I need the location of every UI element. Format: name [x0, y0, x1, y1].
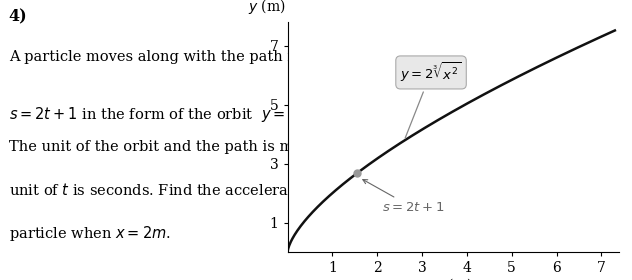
Text: A particle moves along with the path function: A particle moves along with the path fun…: [9, 50, 349, 64]
Text: unit of $t$ is seconds. Find the acceleration of the: unit of $t$ is seconds. Find the acceler…: [9, 182, 365, 198]
Text: particle when $x= 2m$.: particle when $x= 2m$.: [9, 224, 170, 243]
Text: $s = 2t +1$: $s = 2t +1$: [363, 179, 444, 214]
Text: $y$ (m): $y$ (m): [248, 0, 286, 15]
Text: $y = 2\sqrt[3]{x^2}$: $y = 2\sqrt[3]{x^2}$: [401, 60, 461, 138]
Text: $s = 2t +1$ in the form of the orbit  $y= 2\times\sqrt[3]{x^2}$.: $s = 2t +1$ in the form of the orbit $y=…: [9, 98, 349, 125]
Text: The unit of the orbit and the path is meters and the: The unit of the orbit and the path is me…: [9, 140, 391, 154]
X-axis label: $x$ (m): $x$ (m): [435, 276, 472, 280]
Text: 4): 4): [9, 8, 27, 25]
